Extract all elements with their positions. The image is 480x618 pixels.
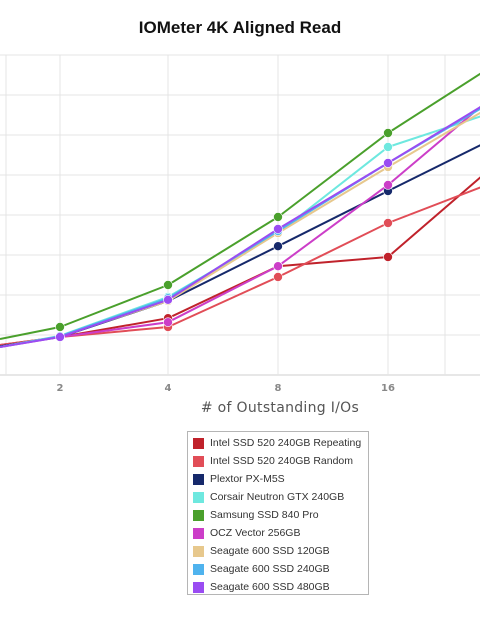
legend-swatch xyxy=(193,545,204,557)
data-point-seagate-600-ssd-480gb xyxy=(163,294,173,305)
data-point-seagate-600-ssd-480gb xyxy=(55,332,65,342)
data-point-samsung-ssd-840-pro xyxy=(55,322,65,332)
data-point-corsair-neutron-gtx-240gb xyxy=(383,142,393,152)
legend-item: Seagate 600 SSD 480GB xyxy=(193,578,368,596)
x-tick-label-2: 2 xyxy=(57,383,64,394)
line-chart: 2 4 8 16 xyxy=(0,54,480,394)
legend-label: Samsung SSD 840 Pro xyxy=(210,509,319,521)
legend-item: Intel SSD 520 240GB Repeating xyxy=(193,434,368,452)
legend-swatch xyxy=(193,527,204,539)
data-point-ocz-vector-256gb xyxy=(273,261,283,272)
x-tick-label-16: 16 xyxy=(381,383,395,394)
legend-swatch xyxy=(193,437,204,449)
series-line-ocz-vector-256gb xyxy=(0,106,480,348)
series-line-corsair-neutron-gtx-240gb xyxy=(0,115,480,348)
x-tick-label-4: 4 xyxy=(165,383,172,394)
legend-label: Seagate 600 SSD 240GB xyxy=(210,563,330,575)
legend-swatch xyxy=(193,563,204,575)
series-group xyxy=(0,72,480,348)
data-point-samsung-ssd-840-pro xyxy=(163,280,173,290)
legend-swatch xyxy=(193,509,204,521)
legend-label: Corsair Neutron GTX 240GB xyxy=(210,491,345,503)
legend-label: Intel SSD 520 240GB Repeating xyxy=(210,437,362,449)
data-point-plextor-px-m5s xyxy=(273,241,283,251)
legend-item: Samsung SSD 840 Pro xyxy=(193,506,368,524)
data-point-ocz-vector-256gb xyxy=(163,317,173,328)
legend-label: OCZ Vector 256GB xyxy=(210,527,301,539)
legend-item: OCZ Vector 256GB xyxy=(193,524,368,542)
data-point-ocz-vector-256gb xyxy=(383,180,393,190)
legend-swatch xyxy=(193,581,204,593)
legend-item: Seagate 600 SSD 240GB xyxy=(193,560,368,578)
data-point-intel-ssd-520-240gb-random xyxy=(273,272,283,282)
legend-swatch xyxy=(193,491,204,503)
legend-item: Seagate 600 SSD 120GB xyxy=(193,542,368,560)
legend: Intel SSD 520 240GB Repeating Intel SSD 5… xyxy=(187,431,369,595)
x-axis-label: # of Outstanding I/Os xyxy=(200,400,360,416)
legend-label: Seagate 600 SSD 120GB xyxy=(210,545,330,557)
series-line-samsung-ssd-840-pro xyxy=(0,72,480,340)
legend-swatch xyxy=(193,473,204,485)
legend-item: Corsair Neutron GTX 240GB xyxy=(193,488,368,506)
x-tick-labels: 2 4 8 16 xyxy=(57,383,395,394)
data-point-intel-ssd-520-240gb-repeating xyxy=(383,252,393,262)
legend-item: Plextor PX-M5S xyxy=(193,470,368,488)
data-point-samsung-ssd-840-pro xyxy=(273,212,283,222)
x-tick-label-8: 8 xyxy=(275,383,282,394)
series-line-seagate-600-ssd-480gb xyxy=(0,106,480,348)
legend-item: Intel SSD 520 240GB Random xyxy=(193,452,368,470)
data-point-samsung-ssd-840-pro xyxy=(383,128,393,138)
data-point-seagate-600-ssd-480gb xyxy=(273,224,283,234)
legend-label: Seagate 600 SSD 480GB xyxy=(210,581,330,593)
series-line-seagate-600-ssd-240gb xyxy=(0,107,480,348)
legend-swatch xyxy=(193,455,204,467)
data-point-seagate-600-ssd-480gb xyxy=(383,158,393,168)
legend-label: Plextor PX-M5S xyxy=(210,473,285,485)
data-point-intel-ssd-520-240gb-random xyxy=(383,218,393,228)
legend-label: Intel SSD 520 240GB Random xyxy=(210,455,354,467)
chart-title: IOMeter 4K Aligned Read xyxy=(138,18,342,37)
series-line-intel-ssd-520-240gb-random xyxy=(0,186,480,346)
